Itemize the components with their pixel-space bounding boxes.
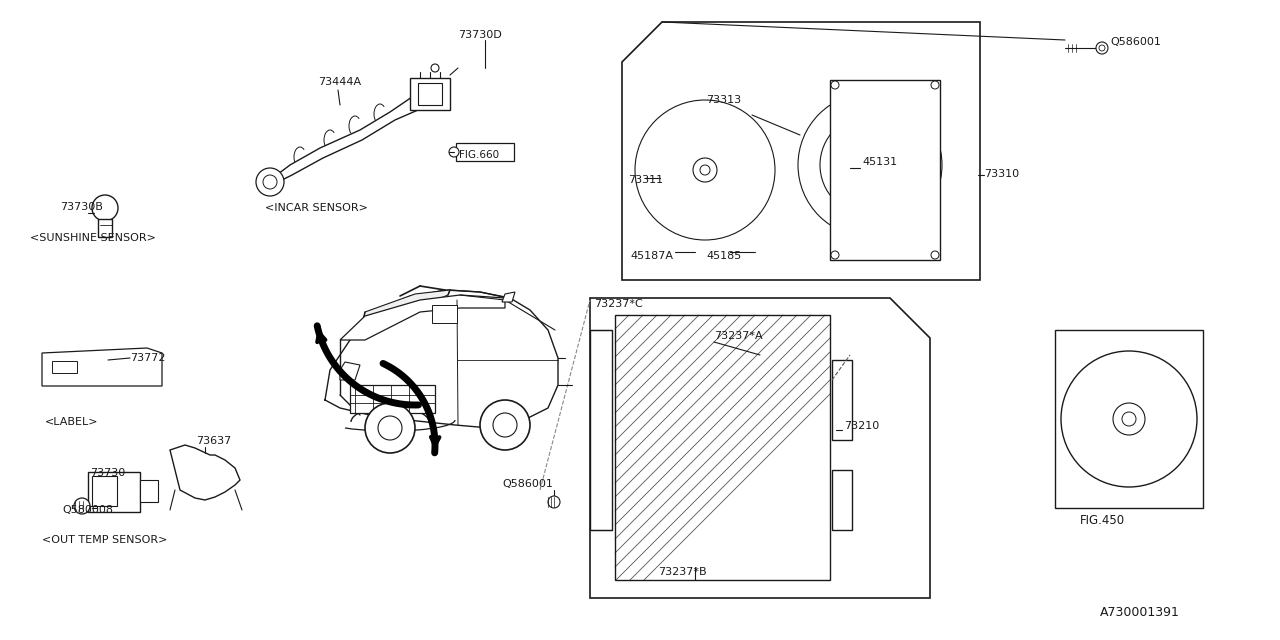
Text: Q586001: Q586001 <box>502 479 553 489</box>
Bar <box>88 472 140 512</box>
Bar <box>92 476 116 506</box>
Circle shape <box>74 498 90 514</box>
Circle shape <box>820 115 920 215</box>
Text: <LABEL>: <LABEL> <box>45 417 99 427</box>
Text: 73311: 73311 <box>628 175 663 185</box>
Bar <box>410 78 451 110</box>
Polygon shape <box>502 292 515 302</box>
Text: 73313: 73313 <box>707 95 741 105</box>
Text: 45131: 45131 <box>861 157 897 167</box>
Circle shape <box>635 100 774 240</box>
Text: 45187A: 45187A <box>630 251 673 261</box>
Bar <box>140 480 157 502</box>
Text: <INCAR SENSOR>: <INCAR SENSOR> <box>265 203 367 213</box>
Circle shape <box>831 251 838 259</box>
Circle shape <box>92 195 118 221</box>
Text: 45185: 45185 <box>707 251 741 261</box>
Polygon shape <box>42 348 163 386</box>
Circle shape <box>831 81 838 89</box>
Circle shape <box>548 496 561 508</box>
Polygon shape <box>170 445 241 500</box>
Bar <box>99 219 113 237</box>
Text: FIG.450: FIG.450 <box>1080 513 1125 527</box>
Circle shape <box>861 157 878 173</box>
Bar <box>419 83 442 105</box>
Text: 73237*B: 73237*B <box>658 567 707 577</box>
Text: 73772: 73772 <box>131 353 165 363</box>
Circle shape <box>1114 403 1146 435</box>
Bar <box>1055 330 1203 508</box>
Circle shape <box>1061 351 1197 487</box>
Bar <box>829 80 940 260</box>
Polygon shape <box>360 290 451 338</box>
Text: 73210: 73210 <box>844 421 879 431</box>
Bar <box>590 330 612 530</box>
Text: 73730: 73730 <box>90 468 125 478</box>
Text: FIG.660: FIG.660 <box>460 150 499 160</box>
Bar <box>832 360 852 440</box>
Circle shape <box>931 81 940 89</box>
Text: A730001391: A730001391 <box>1100 605 1180 618</box>
Polygon shape <box>340 362 360 380</box>
Circle shape <box>256 168 284 196</box>
Text: Q586001: Q586001 <box>1110 37 1161 47</box>
Bar <box>52 361 77 373</box>
Polygon shape <box>622 22 980 280</box>
Bar <box>614 315 829 580</box>
Text: 73310: 73310 <box>984 169 1019 179</box>
Polygon shape <box>590 298 931 598</box>
Text: 73637: 73637 <box>196 436 232 446</box>
Polygon shape <box>268 95 419 185</box>
Circle shape <box>365 403 415 453</box>
Bar <box>832 470 852 530</box>
Text: 73730D: 73730D <box>458 30 502 40</box>
Circle shape <box>692 158 717 182</box>
Circle shape <box>1096 42 1108 54</box>
Circle shape <box>797 93 942 237</box>
Circle shape <box>850 145 890 185</box>
Text: <OUT TEMP SENSOR>: <OUT TEMP SENSOR> <box>42 535 168 545</box>
Circle shape <box>449 147 460 157</box>
Text: <SUNSHINE SENSOR>: <SUNSHINE SENSOR> <box>29 233 156 243</box>
Circle shape <box>431 64 439 72</box>
Polygon shape <box>340 295 506 340</box>
Text: 73237*C: 73237*C <box>594 299 643 309</box>
Text: 73444A: 73444A <box>317 77 361 87</box>
Bar <box>349 385 435 413</box>
Text: 73237*A: 73237*A <box>714 331 763 341</box>
Bar <box>433 305 457 323</box>
Text: Q580008: Q580008 <box>61 505 113 515</box>
Text: 73730B: 73730B <box>60 202 102 212</box>
Bar <box>456 143 515 161</box>
Circle shape <box>480 400 530 450</box>
Circle shape <box>931 251 940 259</box>
